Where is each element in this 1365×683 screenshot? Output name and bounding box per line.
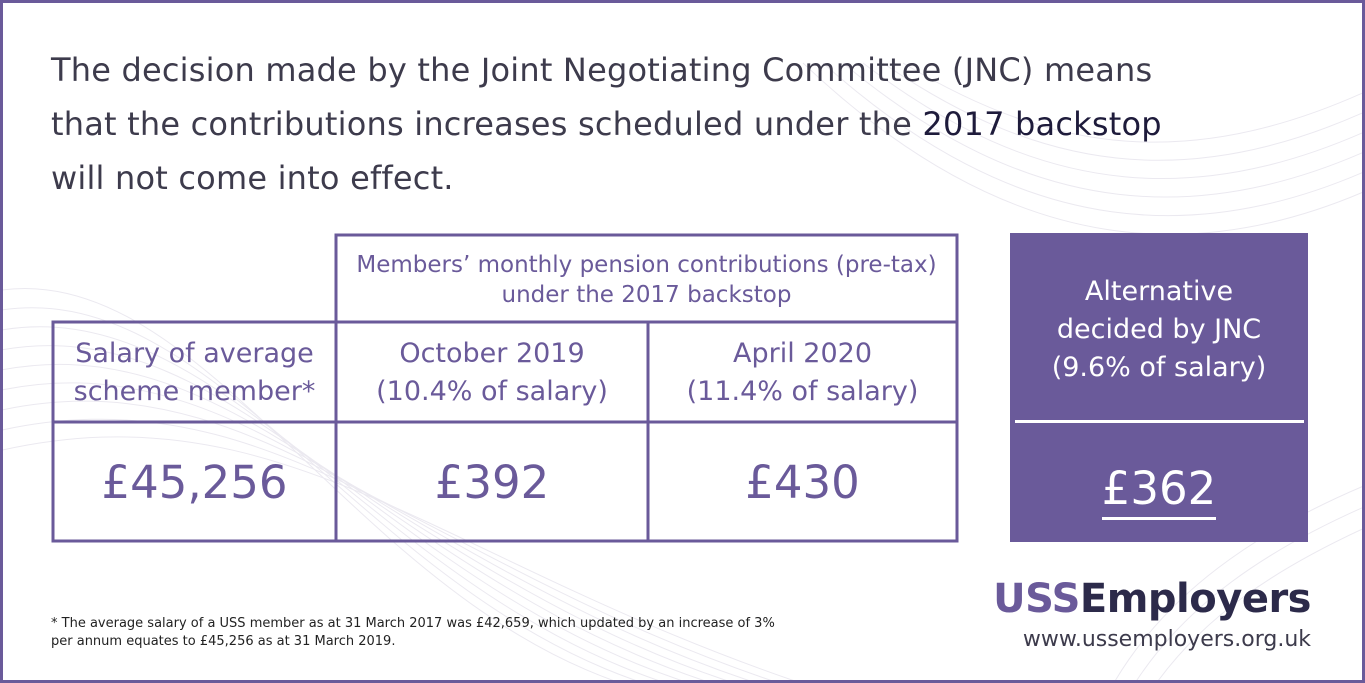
value-october-2019: £392 — [434, 455, 550, 509]
table-group-header-emphasis: 2017 backstop — [621, 281, 792, 308]
column-header-salary-line2: scheme member* — [73, 375, 316, 407]
background-swirl-pattern — [3, 62, 1362, 680]
intro-text-start: The decision made by the Joint Negotiati… — [51, 51, 1153, 143]
alternative-header-line1: Alternative — [1084, 276, 1234, 307]
column-header-salary: Salary of average scheme member* — [53, 323, 336, 422]
footnote-line1: * The average salary of a USS member as … — [51, 616, 775, 631]
table-group-header: Members’ monthly pension contributions (… — [336, 237, 957, 322]
column-header-october-2019: October 2019 (10.4% of salary) — [336, 323, 648, 422]
table-group-header-prefix: under the — [501, 281, 622, 308]
column-header-april-2020: April 2020 (11.4% of salary) — [648, 323, 957, 422]
intro-text: The decision made by the Joint Negotiati… — [51, 43, 1191, 205]
intro-text-end: will not come into effect. — [51, 159, 454, 197]
brand-block: USSEmployers www.ussemployers.org.uk — [993, 575, 1311, 655]
alternative-divider — [1015, 420, 1304, 423]
table-group-header-line2: under the 2017 backstop — [356, 280, 936, 310]
alternative-value-text: £362 — [1101, 462, 1217, 520]
brand-logo-uss: USS — [993, 576, 1080, 622]
alternative-box: Alternative decided by JNC (9.6% of sala… — [1010, 233, 1308, 542]
column-header-october-2019-line1: October 2019 — [399, 337, 585, 369]
alternative-value: £362 — [1010, 459, 1308, 520]
brand-logo-employers: Employers — [1079, 576, 1312, 622]
column-header-october-2019-line2: (10.4% of salary) — [376, 375, 608, 407]
alternative-header-line3: (9.6% of salary) — [1051, 352, 1267, 383]
brand-logo: USSEmployers — [993, 575, 1311, 623]
column-header-april-2020-line1: April 2020 — [732, 337, 872, 369]
alternative-header: Alternative decided by JNC (9.6% of sala… — [1010, 273, 1308, 387]
alternative-header-line2: decided by JNC — [1056, 314, 1262, 345]
value-salary: £45,256 — [101, 455, 288, 509]
column-header-salary-line1: Salary of average — [75, 337, 314, 369]
footnote-line2: per annum equates to £45,256 as at 31 Ma… — [51, 634, 396, 649]
table-group-header-line1: Members’ monthly pension contributions (… — [356, 251, 937, 278]
column-header-april-2020-line2: (11.4% of salary) — [686, 375, 919, 407]
footnote: * The average salary of a USS member as … — [51, 615, 811, 651]
contributions-table-grid — [51, 233, 959, 543]
brand-website-link[interactable]: www.ussemployers.org.uk — [1022, 627, 1311, 652]
intro-text-emphasis: 2017 backstop — [922, 105, 1162, 143]
value-april-2020: £430 — [745, 455, 860, 509]
